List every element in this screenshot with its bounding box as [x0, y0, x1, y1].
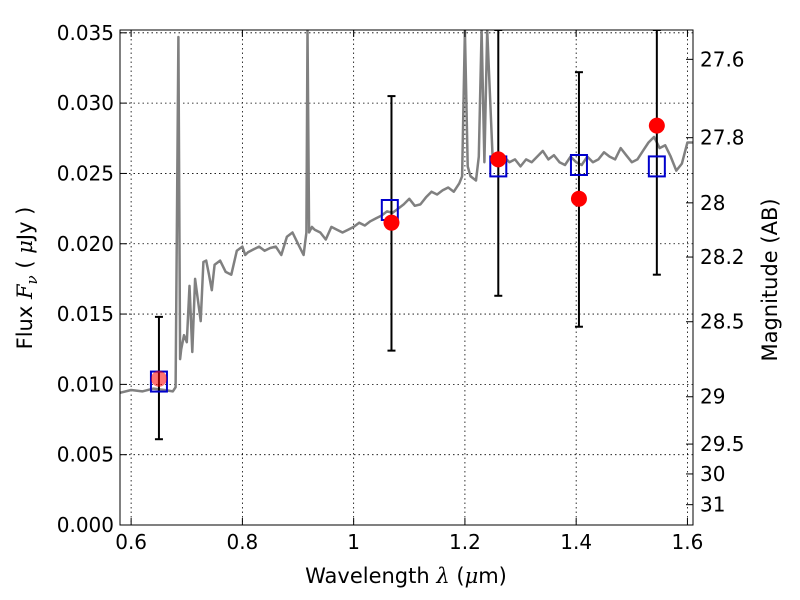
x-tick-label: 1	[347, 530, 360, 554]
grid-lines	[120, 30, 693, 526]
y2-tick-label: 27.6	[700, 47, 745, 71]
y2-tick-label: 27.8	[700, 126, 745, 150]
y2-tick-label: 31	[700, 493, 725, 517]
y2-axis-title: Magnitude (AB)	[758, 198, 782, 361]
y-tick-label: 0.000	[57, 513, 114, 537]
model-point-square	[647, 155, 666, 178]
axis-ticks: 0.6 0.8 1 1.2 1.4 1.6 0.000 0.005 0.010 0.015 0.02…	[57, 21, 745, 554]
x-tick-label: 1.4	[560, 530, 592, 554]
x-tick-label: 0.6	[115, 530, 147, 554]
x-tick-label: 0.8	[226, 530, 258, 554]
observed-point	[150, 370, 167, 387]
y2-tick-label: 28	[700, 191, 725, 215]
y-tick-label: 0.030	[57, 91, 114, 115]
y2-tick-label: 29.5	[700, 432, 745, 456]
y2-tick-label: 30	[700, 462, 725, 486]
observed-point	[648, 117, 665, 134]
y-tick-label: 0.025	[57, 161, 114, 185]
y-tick-label: 0.015	[57, 302, 114, 326]
x-tick-label: 1.6	[672, 530, 704, 554]
plot-frame	[119, 29, 694, 526]
observed-point	[570, 190, 587, 207]
observed-point	[490, 151, 507, 168]
y-tick-label: 0.005	[57, 443, 114, 467]
y-tick-label: 0.035	[57, 21, 114, 45]
y2-tick-label: 28.5	[700, 310, 745, 334]
observed-point	[383, 214, 400, 231]
x-axis-title: Wavelength λ (μm)	[305, 564, 507, 588]
y2-tick-label: 28.2	[700, 245, 745, 269]
plot-area	[120, 30, 693, 441]
x-tick-label: 1.2	[449, 530, 481, 554]
model-point-square	[569, 154, 588, 176]
y-axis-title: Flux Fν ( μJy )	[13, 207, 41, 350]
y-tick-label: 0.020	[57, 232, 114, 256]
y2-tick-label: 29	[700, 385, 725, 409]
y-tick-label: 0.010	[57, 372, 114, 396]
